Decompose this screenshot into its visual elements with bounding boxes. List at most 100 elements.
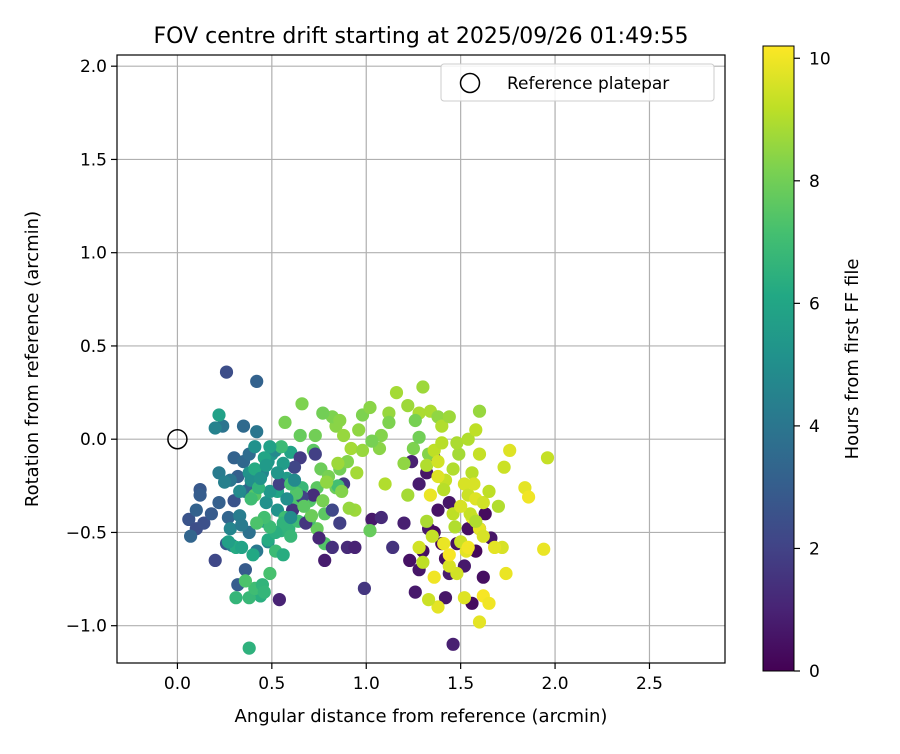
scatter-point [304,509,319,523]
legend: Reference platepar [440,63,715,102]
scatter-point [382,406,396,420]
scatter-point [333,516,347,530]
colorbar-tick-label: 4 [809,417,820,437]
scatter-point [420,514,434,528]
scatter-point [250,516,264,530]
scatter-point [408,585,422,599]
colorbar-gradient [762,45,795,672]
scatter-point [208,421,222,435]
scatter-point [221,535,235,549]
scatter-point [406,441,420,456]
scatter-point [442,496,456,510]
scatter-point [337,428,351,443]
scatter-point [522,490,536,504]
scatter-point [503,443,517,457]
scatter-point [331,456,345,470]
scatter-point [435,419,449,433]
scatter-point [431,503,445,517]
scatter-point [408,413,422,428]
scatter-point [287,473,302,487]
scatter-point [488,540,502,555]
scatter-point [235,540,249,555]
scatter-point [452,447,466,461]
scatter-point [401,488,415,502]
x-tick-label: 0.0 [164,674,191,694]
colorbar-tick-label: 2 [809,539,820,559]
scatter-point [229,591,243,605]
scatter-point [320,475,334,489]
scatter-point [308,447,322,461]
scatter-point [499,566,513,581]
scatter-point [246,548,260,562]
scatter-point [250,425,264,439]
scatter-point [363,524,377,538]
scatter-point [467,477,481,491]
chart-title: FOV centre drift starting at 2025/09/26 … [154,24,689,49]
scatter-point [263,440,277,454]
scatter-point [476,529,490,543]
scatter-point [472,447,487,461]
scatter-point [431,455,445,469]
x-tick-label: 0.5 [258,674,285,694]
scatter-point [223,522,237,536]
scatter-point [308,428,322,443]
scatter-point [235,518,249,532]
scatter-point [325,503,339,517]
scatter-point [242,641,256,655]
scatter-points [182,365,555,655]
scatter-point [365,434,379,448]
scatter-point [333,413,347,428]
colorbar-ticks: 0 2 4 6 8 10 [794,49,831,682]
scatter-point [382,415,396,429]
x-tick-label: 2.0 [542,674,569,694]
scatter-point [344,441,358,456]
scatter-point [446,637,460,651]
scatter-point [221,510,235,525]
scatter-point [438,591,453,605]
colorbar-tick-label: 6 [809,294,820,314]
scatter-point [342,501,356,515]
scatter-point [295,397,309,411]
colorbar-label: Hours from first FF file [842,259,863,460]
scatter-point [193,488,207,502]
scatter-point [416,380,430,394]
scatter-point [238,563,252,577]
y-axis-label: Rotation from reference (arcmin) [22,211,43,507]
scatter-point [469,423,483,437]
y-axis-ticks: −1.0 −0.5 0.0 0.5 1.0 1.5 2.0 [66,57,117,637]
y-tick-label: −1.0 [66,617,107,637]
scatter-point [257,585,271,599]
scatter-point [248,440,262,454]
scatter-point [189,503,203,517]
scatter-point [197,516,211,530]
scatter-point [287,460,302,474]
scatter-point [497,460,511,474]
scatter-point [270,466,285,480]
scatter-point [350,466,364,480]
scatter-point [274,440,288,454]
scatter-point [386,540,400,555]
scatter-point [278,415,292,429]
scatter-point [238,574,252,588]
scatter-point [446,462,460,476]
scatter-point [363,400,377,415]
scatter-point [397,456,411,470]
scatter-point [442,559,456,573]
scatter-point [422,593,436,607]
scatter-point [378,477,392,491]
scatter-point [253,471,268,485]
scatter-point [272,477,286,491]
legend-marker-icon [459,72,481,94]
scatter-point [478,507,492,521]
x-tick-label: 1.5 [447,674,474,694]
scatter-point [469,514,483,528]
scatter-point [312,531,326,545]
scatter-point [482,484,496,498]
scatter-point [476,570,490,584]
scatter-point [425,529,439,543]
legend-label: Reference platepar [507,74,669,94]
scatter-point [352,423,366,437]
scatter-point [540,451,555,465]
colorbar: 0 2 4 6 8 10 Hours from first FF file [762,45,863,682]
